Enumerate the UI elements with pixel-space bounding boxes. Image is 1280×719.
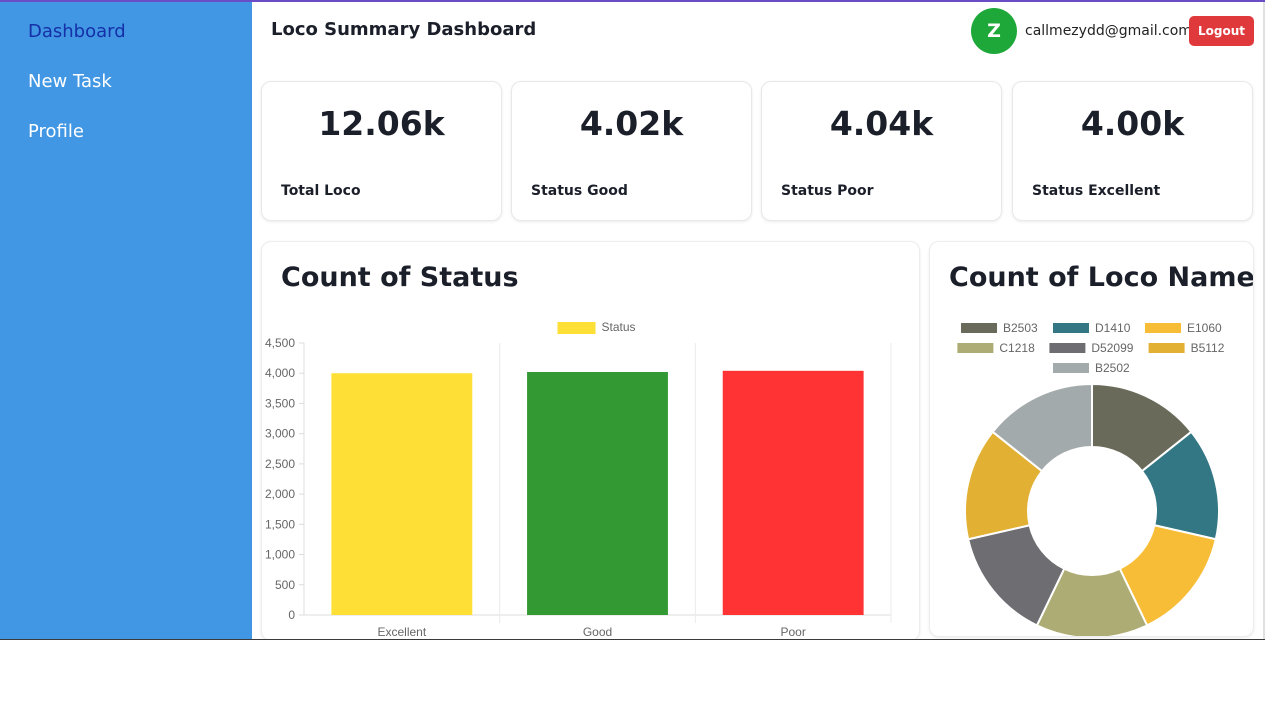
avatar[interactable]: Z bbox=[971, 8, 1017, 54]
legend-label-b5112: B5112 bbox=[1191, 341, 1225, 355]
stat-label: Status Good bbox=[531, 183, 628, 199]
loco-chart-title: Count of Loco Name bbox=[949, 262, 1254, 293]
y-tick-label: 2,500 bbox=[265, 457, 295, 471]
sidebar-item-new-task[interactable]: New Task bbox=[28, 71, 112, 92]
y-tick-label: 1,000 bbox=[265, 548, 295, 562]
page-title: Loco Summary Dashboard bbox=[271, 19, 537, 40]
x-tick-label: Good bbox=[583, 625, 612, 639]
legend-label-status: Status bbox=[602, 320, 636, 334]
status-chart-card: Count of Status Status 0 500 1,000 1,500 2,00… bbox=[261, 241, 920, 639]
legend-label-d1410: D1410 bbox=[1095, 321, 1131, 335]
legend-swatch-c1218 bbox=[957, 343, 994, 353]
scrollbar[interactable] bbox=[1263, 2, 1265, 639]
stat-value: 4.02k bbox=[579, 104, 684, 143]
stat-card-total-loco: 12.06k Total Loco bbox=[261, 81, 502, 221]
x-tick-label: Excellent bbox=[377, 625, 426, 639]
legend-swatch-b2502 bbox=[1053, 363, 1089, 373]
y-tick-label: 2,000 bbox=[265, 487, 295, 501]
slice-b2502 bbox=[991, 382, 1093, 473]
legend-label-d52099: D52099 bbox=[1091, 341, 1133, 355]
status-bar-chart: Status 0 500 1,000 1,500 2,000 2,500 3,000 3,500… bbox=[265, 320, 892, 639]
sidebar-item-dashboard[interactable]: Dashboard bbox=[28, 21, 126, 42]
legend-swatch-d1410 bbox=[1053, 323, 1089, 333]
loco-chart-card: Count of Loco Name B2503 D1410 E1060 C1218 D… bbox=[929, 241, 1254, 637]
stat-value: 4.00k bbox=[1080, 104, 1185, 143]
y-tick-label: 4,500 bbox=[265, 336, 295, 350]
legend-label-b2503: B2503 bbox=[1003, 321, 1038, 335]
y-tick-label: 1,500 bbox=[265, 517, 295, 531]
stat-label: Total Loco bbox=[281, 183, 361, 199]
legend-swatch-status bbox=[557, 322, 596, 334]
sidebar-item-profile[interactable]: Profile bbox=[28, 121, 84, 142]
bar-excellent bbox=[331, 373, 473, 615]
bar-good bbox=[527, 372, 668, 615]
y-tick-label: 3,000 bbox=[265, 427, 295, 441]
status-chart-title: Count of Status bbox=[281, 262, 519, 293]
stat-card-status-excellent: 4.00k Status Excellent bbox=[1012, 81, 1253, 221]
stat-value: 12.06k bbox=[318, 104, 445, 143]
legend-label-b2502: B2502 bbox=[1095, 361, 1130, 375]
logout-button[interactable]: Logout bbox=[1189, 16, 1254, 46]
loco-doughnut-chart: B2503 D1410 E1060 C1218 D52099 B5112 B2502 bbox=[957, 321, 1225, 636]
y-tick-label: 0 bbox=[288, 608, 295, 622]
y-tick-label: 4,000 bbox=[265, 366, 295, 380]
legend-swatch-e1060 bbox=[1145, 323, 1181, 333]
y-tick-label: 500 bbox=[275, 578, 295, 592]
legend-swatch-b2503 bbox=[961, 323, 997, 333]
stat-label: Status Poor bbox=[781, 183, 874, 199]
stat-card-status-poor: 4.04k Status Poor bbox=[761, 81, 1002, 221]
legend-swatch-b5112 bbox=[1148, 343, 1185, 353]
main-content: Loco Summary Dashboard Z callmezydd@gmai… bbox=[252, 2, 1265, 639]
bar-poor bbox=[722, 370, 864, 615]
legend-swatch-d52099 bbox=[1049, 343, 1086, 353]
stat-value: 4.04k bbox=[829, 104, 934, 143]
stat-label: Status Excellent bbox=[1032, 183, 1161, 199]
user-email: callmezydd@gmail.com bbox=[1025, 23, 1192, 39]
app-window: Dashboard New Task Profile Loco Summary … bbox=[0, 0, 1265, 640]
legend-label-e1060: E1060 bbox=[1187, 321, 1222, 335]
legend-label-c1218: C1218 bbox=[999, 341, 1035, 355]
x-tick-label: Poor bbox=[780, 625, 805, 639]
stat-card-status-good: 4.02k Status Good bbox=[511, 81, 752, 221]
sidebar: Dashboard New Task Profile bbox=[0, 2, 252, 639]
y-tick-label: 3,500 bbox=[265, 396, 295, 410]
